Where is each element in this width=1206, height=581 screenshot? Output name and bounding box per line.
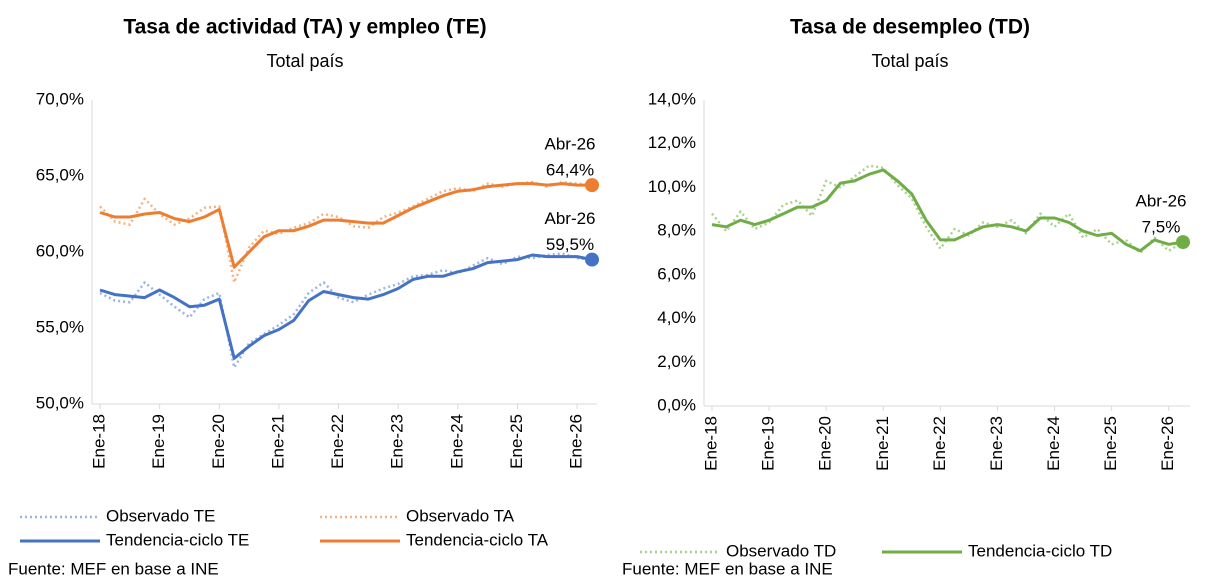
- y-tick-label: 8,0%: [657, 221, 696, 240]
- x-tick-label: Ene-21: [268, 414, 287, 469]
- end-date: Abr-26: [544, 135, 595, 154]
- end-date: Abr-26: [1135, 192, 1186, 211]
- y-tick-label: 60,0%: [36, 241, 84, 260]
- series-line: [99, 182, 592, 269]
- x-tick-label: Ene-18: [89, 414, 108, 469]
- x-tick-label: Ene-24: [1044, 416, 1063, 471]
- x-tick-label: Ene-20: [209, 414, 228, 469]
- x-tick-label: Ene-19: [759, 416, 778, 471]
- end-marker: [585, 252, 599, 267]
- y-tick-label: 65,0%: [36, 165, 84, 184]
- chart-title: Tasa de actividad (TA) y empleo (TE): [123, 16, 486, 39]
- legend-label: Observado TD: [726, 541, 836, 560]
- chart-title: Tasa de desempleo (TD): [790, 16, 1030, 39]
- y-tick-label: 6,0%: [657, 264, 696, 283]
- y-tick-label: 12,0%: [648, 133, 696, 152]
- y-tick-label: 50,0%: [36, 393, 84, 412]
- legend-label: Observado TA: [406, 506, 515, 525]
- x-tick-label: Ene-20: [816, 416, 835, 471]
- x-tick-label: Ene-21: [873, 416, 892, 471]
- end-marker: [585, 178, 599, 193]
- x-tick-label: Ene-25: [507, 414, 526, 469]
- x-tick-label: Ene-26: [1158, 416, 1177, 471]
- y-tick-label: 4,0%: [657, 308, 696, 327]
- legend-label: Tendencia-ciclo TD: [968, 541, 1112, 560]
- x-tick-label: Ene-23: [987, 416, 1006, 471]
- series-line: [99, 252, 593, 369]
- series-line: [99, 180, 593, 284]
- y-tick-label: 55,0%: [36, 317, 84, 336]
- y-tick-label: 70,0%: [36, 89, 84, 108]
- source-note: Fuente: MEF en base a INE: [622, 559, 833, 578]
- end-label: 64,4%: [546, 161, 594, 180]
- end-label: 7,5%: [1142, 218, 1181, 237]
- x-tick-label: Ene-22: [328, 414, 347, 469]
- end-date: Abr-26: [544, 209, 595, 228]
- end-marker: [1176, 235, 1190, 250]
- y-tick-label: 2,0%: [657, 352, 696, 371]
- x-tick-label: Ene-22: [930, 416, 949, 471]
- x-tick-label: Ene-18: [701, 416, 720, 471]
- legend-label: Tendencia-ciclo TE: [106, 530, 249, 549]
- x-tick-label: Ene-26: [567, 414, 586, 469]
- x-tick-label: Ene-25: [1101, 416, 1120, 471]
- y-tick-label: 0,0%: [657, 395, 696, 414]
- x-tick-label: Ene-24: [447, 414, 466, 469]
- legend-label: Tendencia-ciclo TA: [406, 530, 549, 549]
- chart-subtitle: Total país: [266, 51, 343, 71]
- series-line: [711, 164, 1184, 255]
- source-note: Fuente: MEF en base a INE: [8, 559, 219, 578]
- series-line: [711, 168, 1184, 253]
- chart-subtitle: Total país: [871, 51, 948, 71]
- legend-label: Observado TE: [106, 506, 215, 525]
- series-line: [99, 253, 593, 360]
- x-tick-label: Ene-23: [388, 414, 407, 469]
- x-tick-label: Ene-19: [149, 414, 168, 469]
- end-label: 59,5%: [546, 235, 594, 254]
- y-tick-label: 10,0%: [648, 177, 696, 196]
- y-tick-label: 14,0%: [648, 89, 696, 108]
